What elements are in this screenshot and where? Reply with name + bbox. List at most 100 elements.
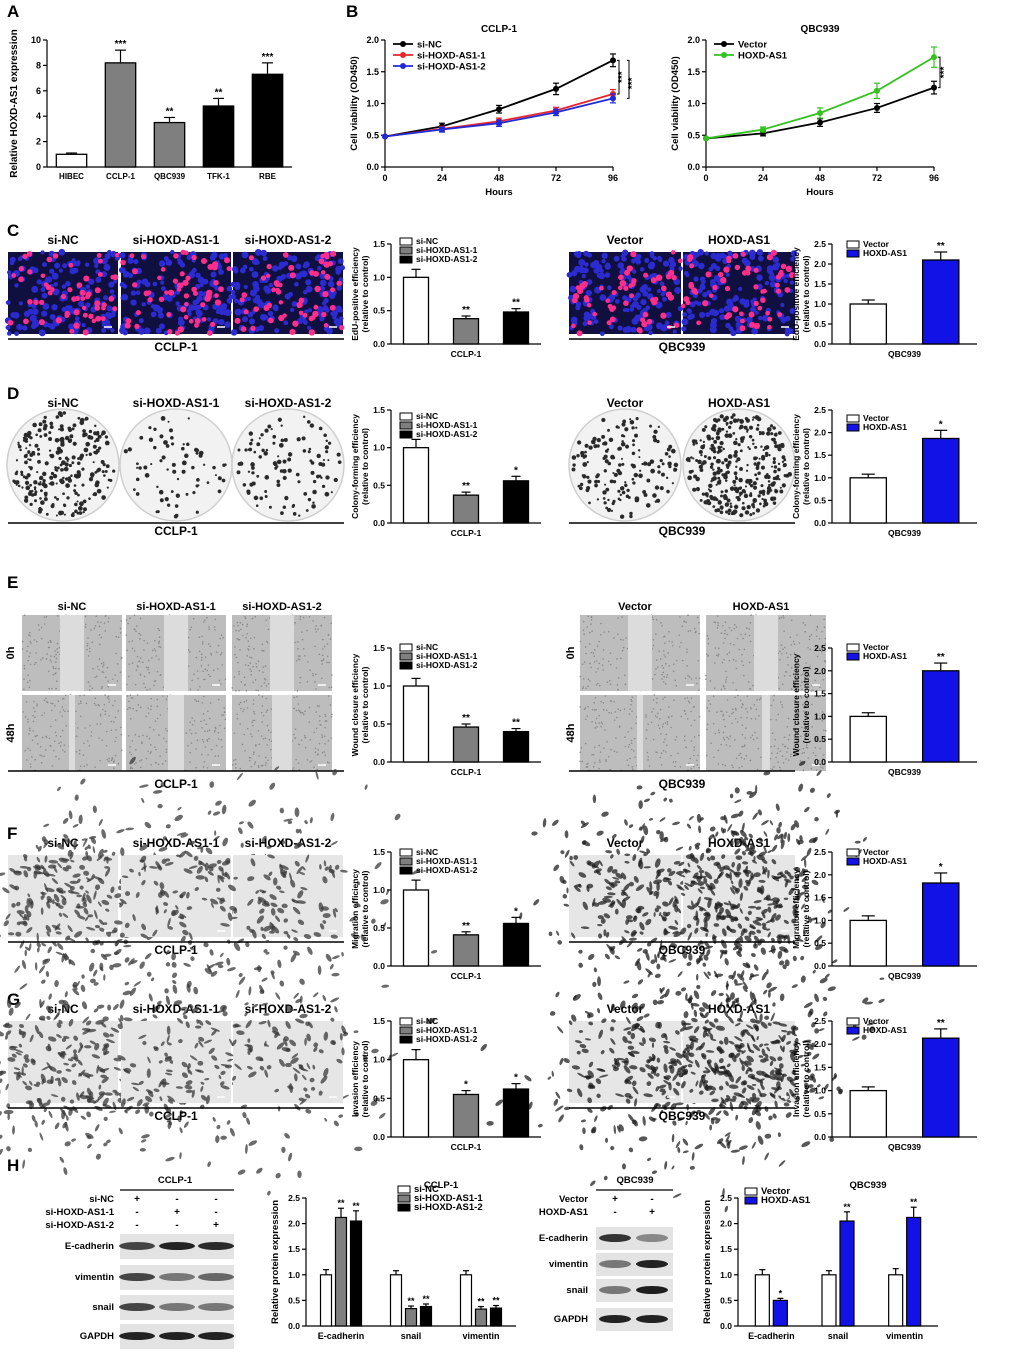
cell	[382, 922, 387, 929]
cell-dot	[214, 729, 216, 732]
nucleus	[590, 261, 597, 269]
colony	[707, 500, 712, 506]
condition-label: si-NC	[47, 396, 79, 410]
edu-positive-cell	[784, 287, 791, 293]
edu-positive-cell	[677, 258, 683, 264]
colony	[667, 461, 672, 466]
edu-positive-cell	[211, 261, 219, 268]
colony	[725, 471, 728, 474]
colony	[612, 479, 617, 484]
colony	[165, 444, 170, 448]
cell-dot	[798, 722, 800, 725]
fluorescence-cells	[566, 249, 684, 337]
cell	[86, 877, 91, 882]
cell-dot	[736, 637, 739, 640]
cell	[36, 856, 41, 863]
cell	[15, 901, 21, 907]
cell-dot	[782, 743, 784, 746]
cell-dot	[86, 648, 88, 651]
cell	[101, 899, 110, 906]
cell-dot	[683, 620, 685, 623]
nucleus	[635, 292, 642, 299]
cell-dot	[238, 673, 240, 675]
cell-dot	[165, 698, 168, 701]
colony	[64, 462, 69, 467]
nucleus	[41, 292, 48, 299]
cell-dot	[822, 754, 825, 756]
colony	[45, 512, 49, 516]
cell	[341, 951, 344, 957]
nucleus	[110, 250, 117, 258]
cell-dot	[796, 634, 798, 636]
edu-positive-cell	[177, 326, 185, 333]
cell-dot	[664, 738, 666, 741]
cell-dot	[657, 666, 659, 668]
nucleus	[22, 325, 28, 331]
cell-dot	[819, 686, 821, 689]
edu-positive-cell	[753, 300, 759, 307]
condition-label: si-NC	[58, 601, 87, 613]
colony	[752, 416, 755, 419]
cell-dot	[596, 645, 599, 647]
cell	[175, 904, 179, 910]
edu-positive-cell	[213, 279, 219, 286]
cell	[688, 815, 694, 821]
cell-dot	[158, 645, 160, 648]
cell	[533, 899, 540, 906]
cell-dot	[268, 738, 271, 741]
y-tick-label: 2.5	[814, 239, 826, 249]
colony	[29, 502, 33, 506]
nucleus	[14, 283, 19, 288]
cell-dot	[659, 658, 662, 660]
edu-positive-cell	[726, 255, 732, 261]
colony	[653, 438, 658, 443]
cell-dot	[223, 727, 226, 730]
legend-label: HOXD-AS1	[738, 51, 788, 62]
cell-dot	[139, 657, 142, 659]
cell	[251, 929, 257, 939]
cell-dot	[202, 740, 205, 743]
condition-label: si-HOXD-AS1-2	[245, 396, 332, 410]
cell-dot	[773, 745, 776, 747]
nucleus	[743, 259, 751, 267]
edu-positive-cell	[717, 271, 724, 278]
colony	[582, 462, 588, 467]
cell	[99, 942, 104, 946]
nucleus	[323, 298, 329, 304]
cell-dot	[150, 764, 152, 766]
cell-dot	[605, 709, 608, 712]
edu-positive-cell	[629, 293, 634, 299]
cell-dot	[809, 614, 812, 617]
nucleus	[71, 258, 76, 263]
colony	[767, 486, 771, 490]
cell	[105, 908, 110, 912]
edu-positive-cell	[748, 311, 755, 318]
cell-dot	[692, 765, 695, 768]
cell-dot	[308, 616, 311, 618]
nucleus	[85, 302, 91, 308]
cell-dot	[676, 659, 678, 662]
nucleus	[209, 254, 216, 261]
cell-dot	[595, 684, 598, 686]
cell-dot	[771, 732, 774, 735]
cell	[82, 856, 89, 861]
nucleus	[693, 276, 699, 282]
edu-positive-cell	[180, 306, 187, 313]
y-axis-label: Cell viability (OD450)	[349, 56, 360, 151]
cell-dot	[693, 746, 696, 748]
colony	[687, 475, 693, 481]
cell	[112, 963, 122, 968]
cell	[80, 778, 86, 785]
cell-dot	[116, 663, 119, 665]
cell-dot	[807, 702, 809, 704]
cell-dot	[690, 724, 692, 727]
nucleus	[750, 306, 757, 313]
cell-dot	[154, 650, 157, 652]
cell-dot	[264, 756, 267, 759]
cell-dot	[781, 703, 783, 706]
colony	[752, 498, 758, 503]
cell-dot	[108, 698, 110, 700]
colony	[72, 423, 77, 428]
cell-dot	[743, 758, 746, 760]
cell-dot	[54, 667, 57, 670]
